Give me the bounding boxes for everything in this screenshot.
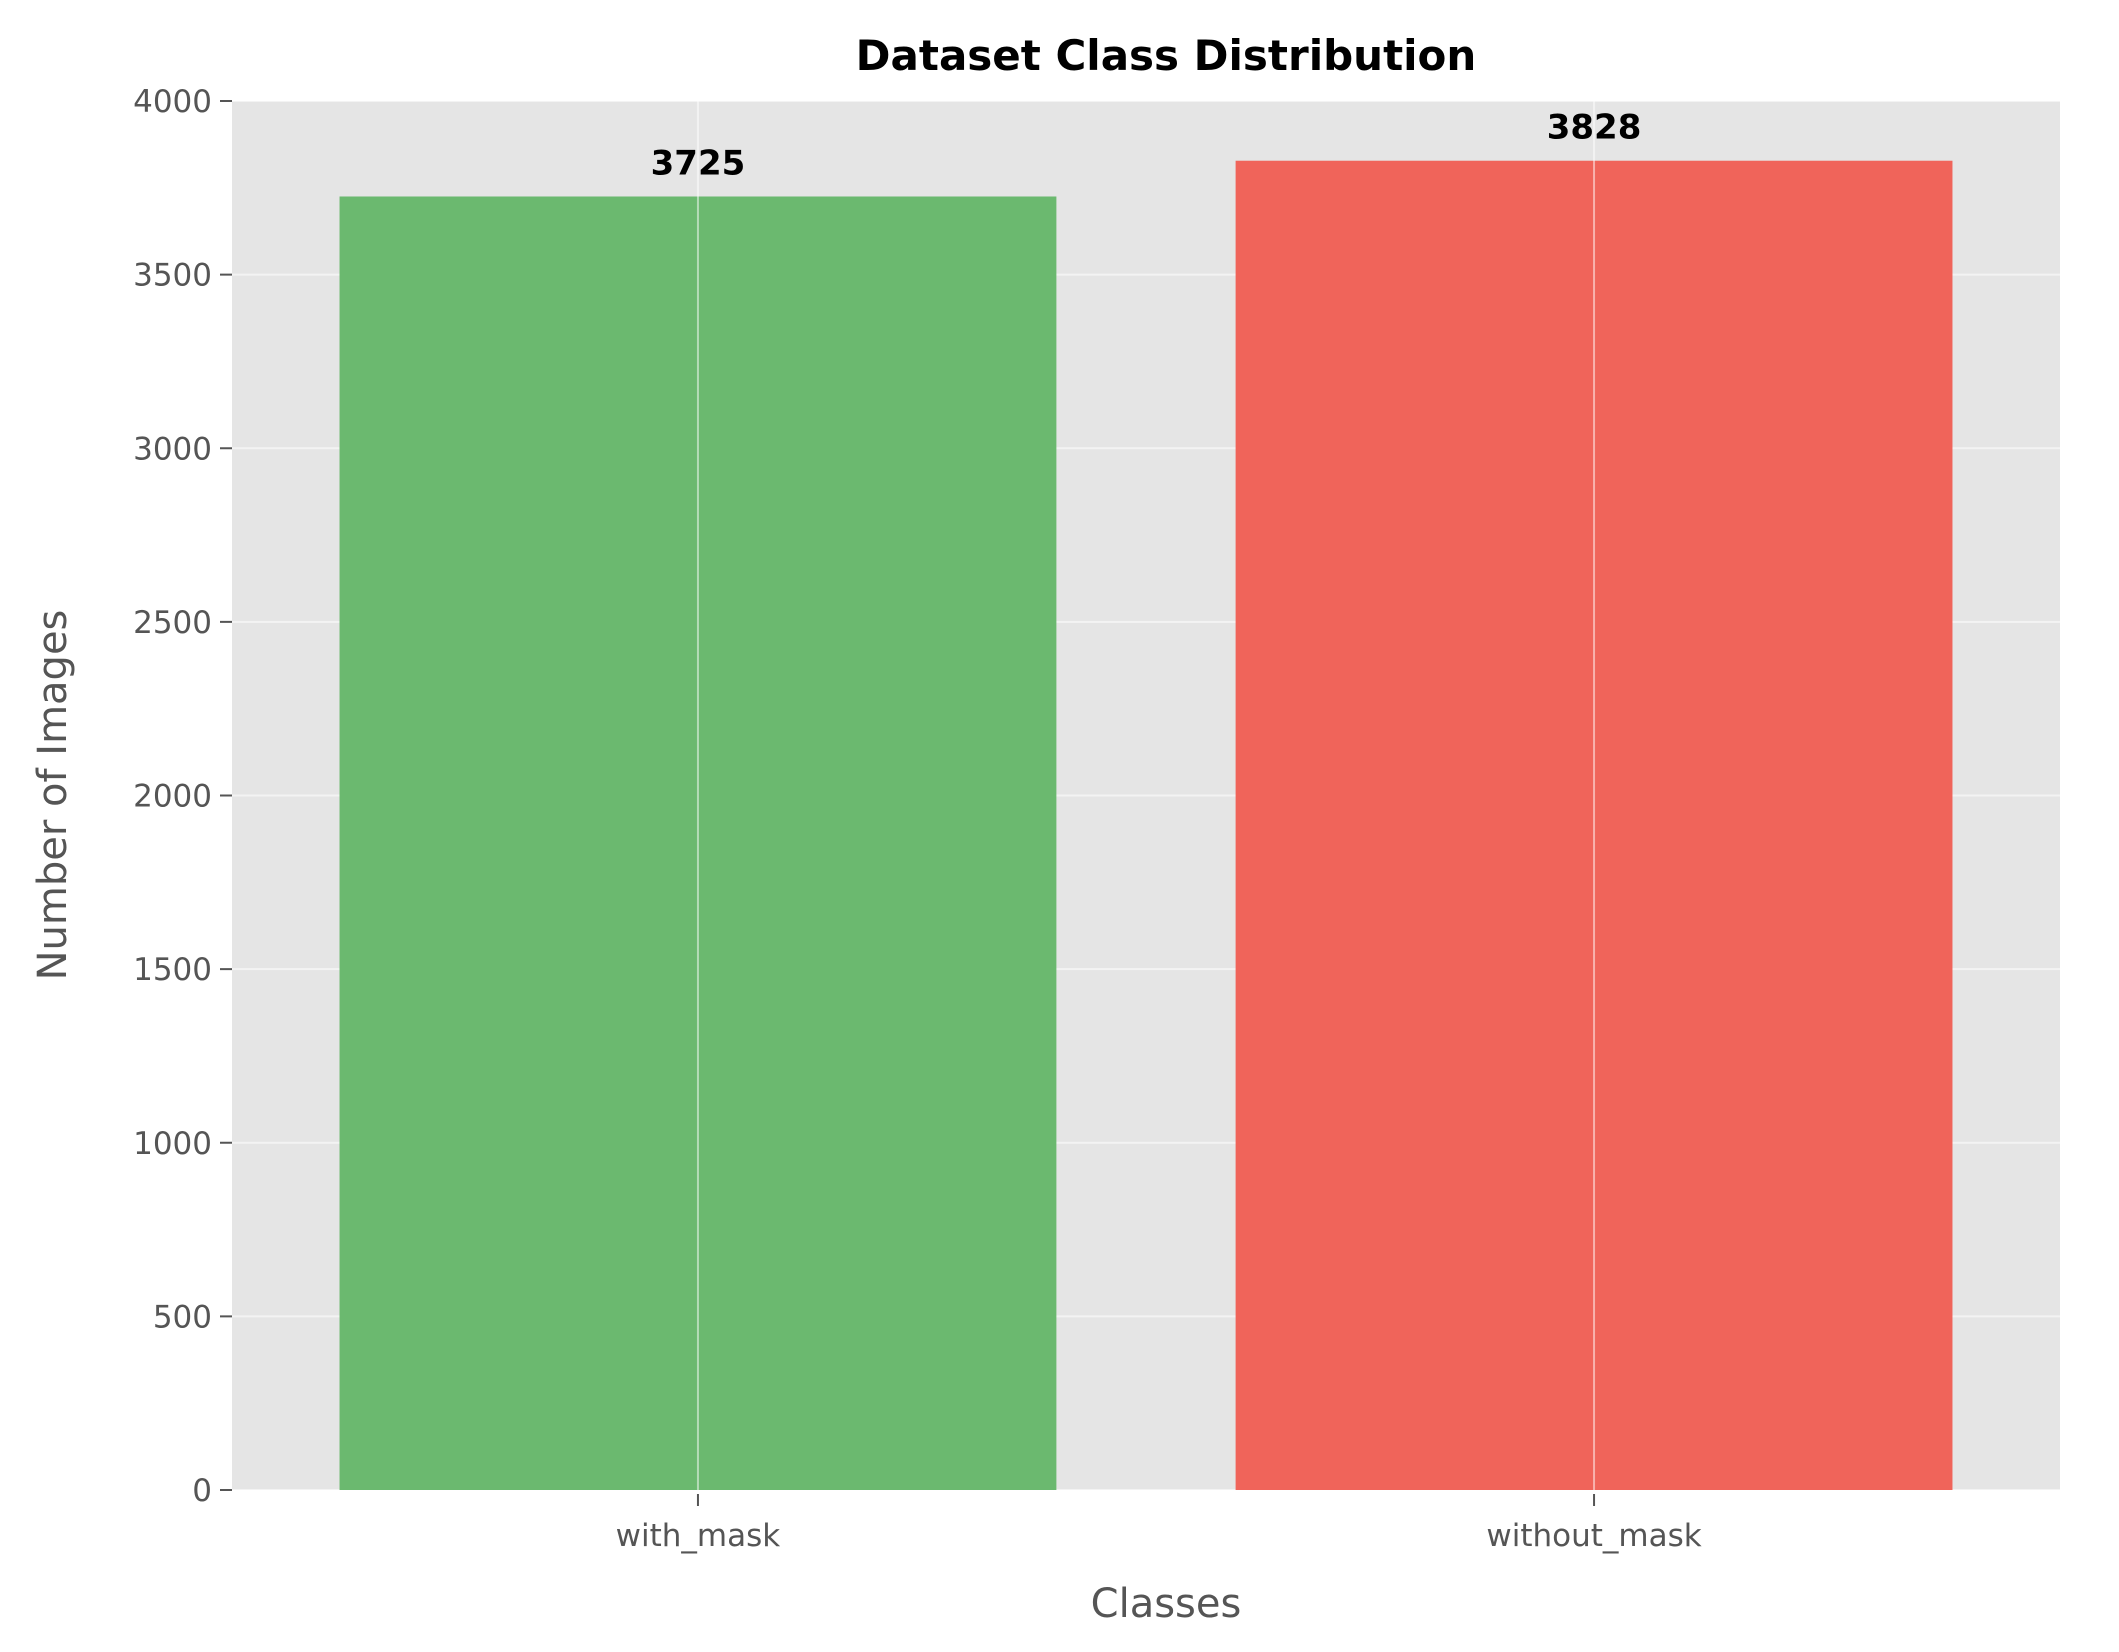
- y-axis-label: Number of Images: [30, 610, 76, 981]
- y-tick-label: 500: [153, 1299, 212, 1335]
- y-tick-label: 2000: [133, 779, 212, 815]
- x-tick-label: with_mask: [616, 1518, 781, 1554]
- x-axis-ticks: with_mask without_mask: [616, 1494, 1702, 1554]
- y-tick-label: 4000: [133, 84, 212, 120]
- y-tick-label: 1500: [133, 952, 212, 988]
- x-tick-label: without_mask: [1486, 1518, 1701, 1554]
- x-gridlines: [696, 101, 1596, 1490]
- y-tick-label: 1000: [133, 1126, 212, 1162]
- bar-value-label: 3828: [1547, 108, 1642, 148]
- x-axis-label: Classes: [1091, 1581, 1242, 1627]
- chart-title: Dataset Class Distribution: [856, 31, 1477, 80]
- y-tick-label: 2500: [133, 605, 212, 641]
- bar-value-label: 3725: [651, 143, 746, 183]
- y-tick-label: 3500: [133, 258, 212, 294]
- value-labels: 3725 3828: [651, 108, 1642, 184]
- y-axis-ticks: 0 500 1000 1500 2000 2500 3000 3500 4000: [133, 84, 232, 1509]
- y-tick-label: 0: [192, 1473, 212, 1509]
- y-tick-label: 3000: [133, 431, 212, 467]
